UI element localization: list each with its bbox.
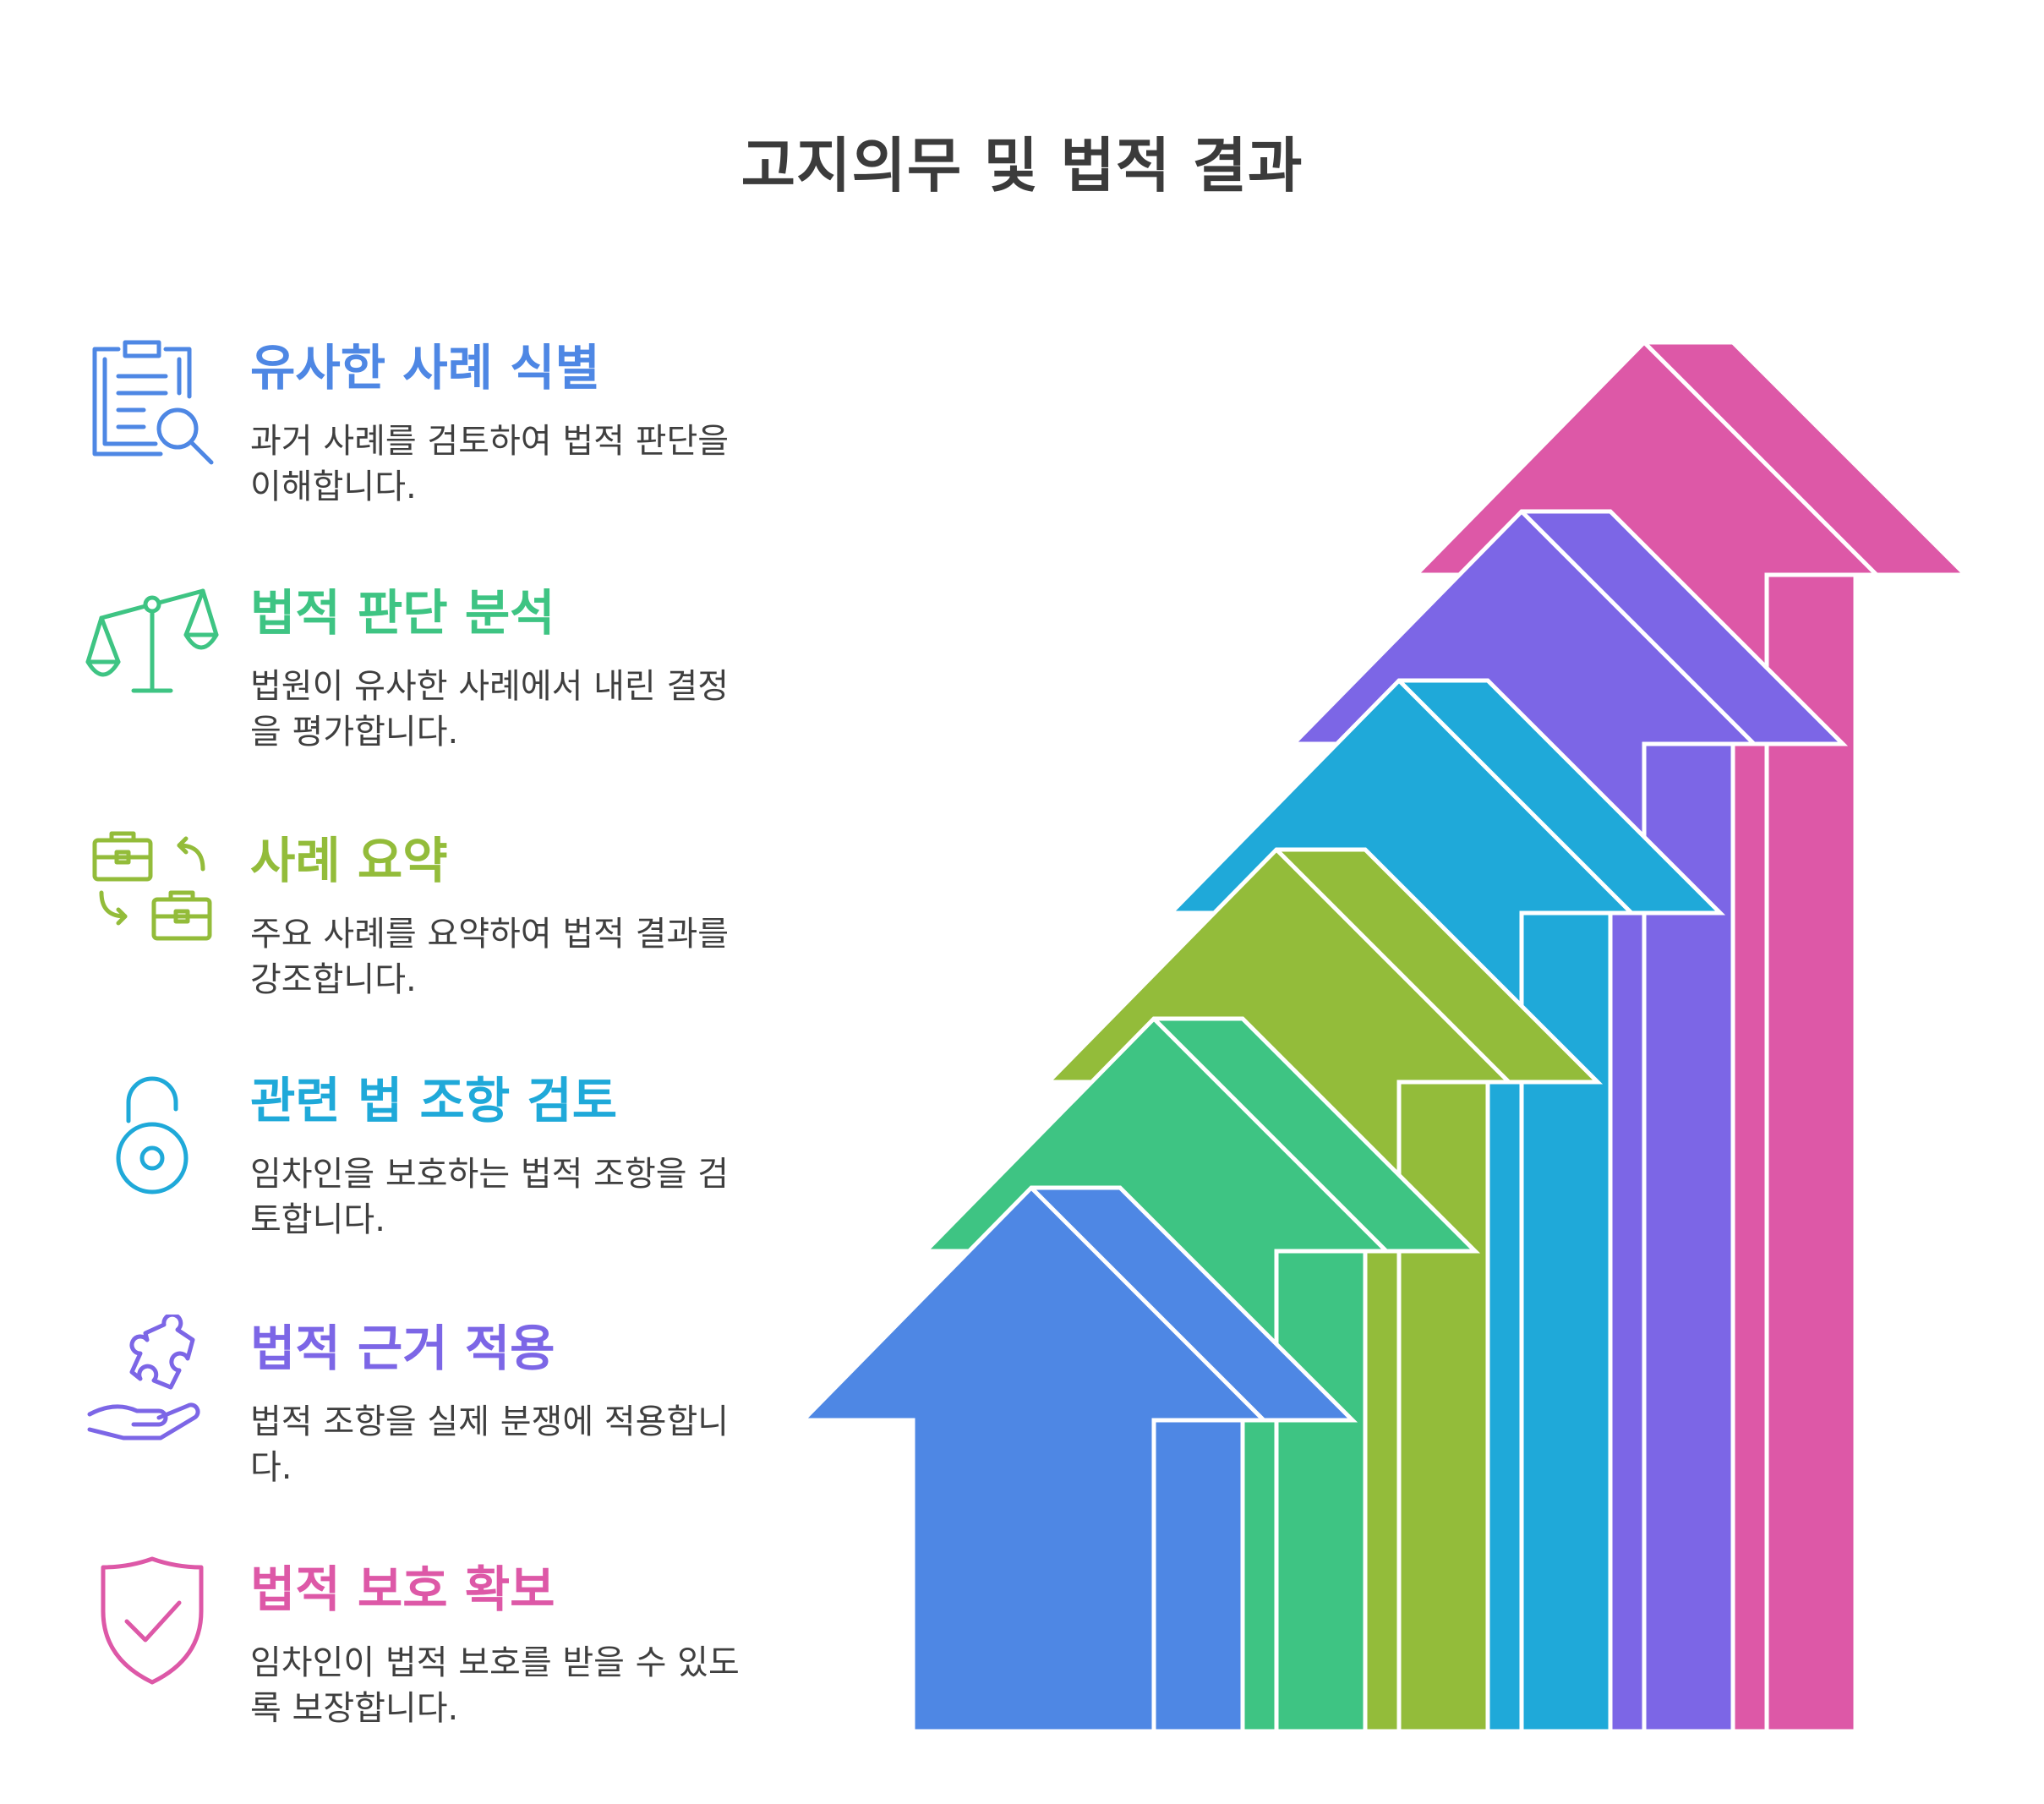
arrow-identify-cases — [798, 1185, 1358, 1734]
step-heading: 법적 근거 적용 — [250, 1320, 555, 1377]
unlocked-padlock-icon — [85, 1067, 220, 1202]
arrow-secure-protection-fold-line — [1642, 341, 1883, 1731]
step-description: 법원이 유사한 사례에서 내린 결정을 평가합니다. — [250, 667, 730, 752]
arrow-analyze-judgments-fold-line — [1152, 1017, 1392, 1731]
shield-check-icon — [85, 1555, 220, 1691]
arrow-review-provisions-fold-line — [1397, 679, 1637, 1731]
scales-icon — [85, 579, 220, 714]
step-description: 법적 조항을 실제 분쟁에 적용합니다. — [250, 1402, 730, 1487]
briefcase-exchange-icon — [85, 827, 220, 962]
step-description: 임차인을 보호하는 법적 조항을 검토합니다. — [250, 1155, 730, 1239]
step-description: 임차인이 법적 보호를 받을 수 있도록 보장합니다. — [250, 1643, 740, 1728]
arrow-identify-cases-fold-line — [1030, 1186, 1270, 1731]
step-heading: 사례 요약 — [250, 832, 448, 889]
clipboard-search-icon — [85, 334, 220, 469]
hand-puzzle-icon — [85, 1312, 220, 1450]
arrow-apply-legal-basis-fold-line — [1520, 510, 1760, 1731]
page-title: 고지의무 및 법적 결과 — [741, 131, 1303, 200]
arrow-summarize-cases-fold-line — [1275, 848, 1515, 1731]
step-heading: 유사한 사례 식별 — [250, 339, 600, 396]
step-heading: 관련 법 조항 검토 — [250, 1072, 618, 1129]
step-description: 과거 사례를 검토하여 법적 판단을 이해합니다. — [250, 422, 730, 506]
step-heading: 법적 판단 분석 — [250, 584, 555, 642]
step-description: 주요 사례를 요약하여 법적 결과를 강조합니다. — [250, 915, 730, 999]
step-heading: 법적 보호 확보 — [250, 1561, 555, 1618]
